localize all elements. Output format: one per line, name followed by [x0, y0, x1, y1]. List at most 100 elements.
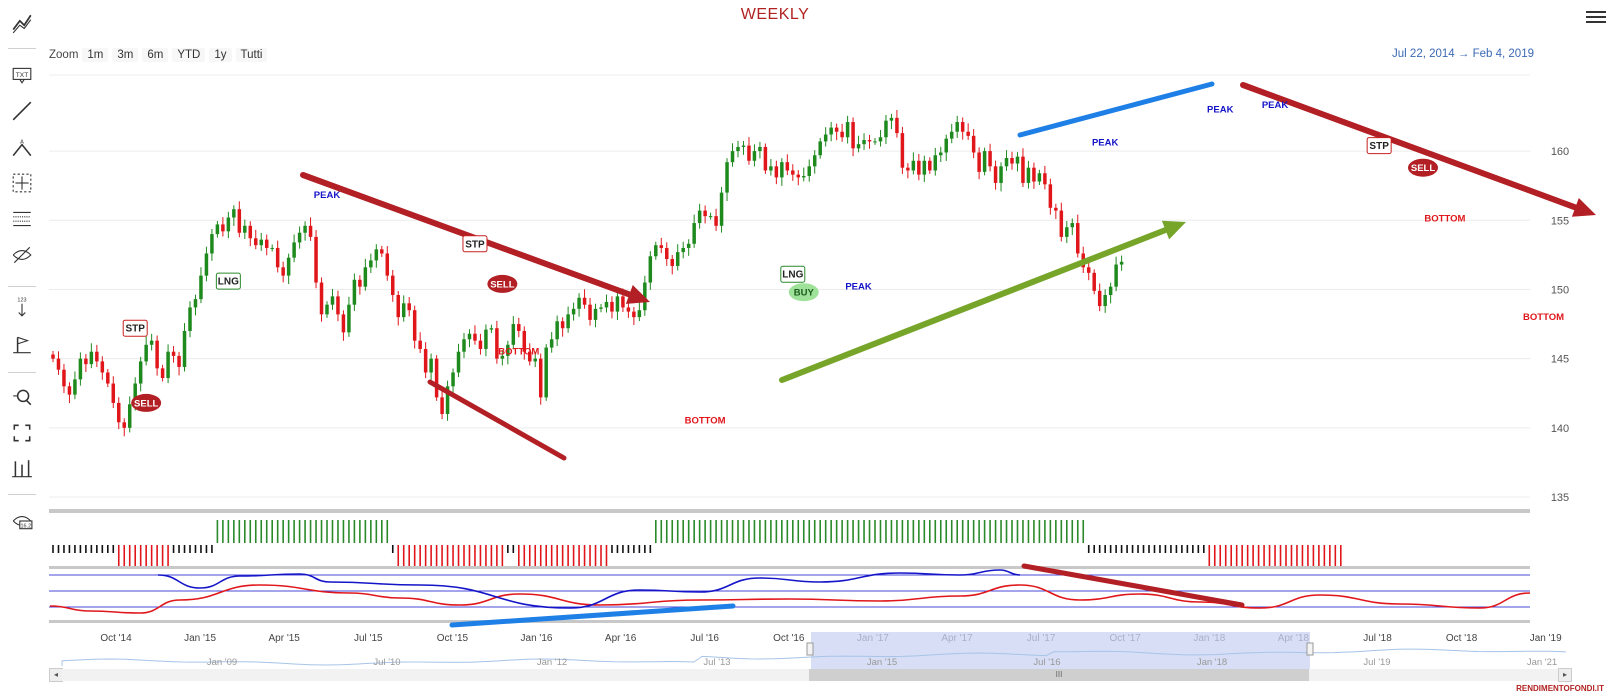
candle-body	[62, 369, 66, 387]
date-to[interactable]: Feb 4, 2019	[1472, 48, 1534, 60]
candle-body	[560, 321, 565, 329]
candle-body	[281, 267, 285, 276]
candle	[325, 301, 329, 318]
trend-icon[interactable]	[6, 8, 38, 38]
candle-body	[445, 386, 450, 414]
candle-body	[73, 379, 77, 395]
candle	[1043, 165, 1047, 190]
candle	[391, 269, 395, 302]
signal-annotations: STP SELL LNG PEAK STP SELL BOTTOM BOTTOM LNG BUY P…	[122, 100, 1564, 427]
text-annotation-icon[interactable]: TXT	[6, 60, 38, 90]
candle	[654, 241, 658, 260]
candle-body	[812, 155, 817, 167]
candle-body	[100, 361, 105, 373]
candle-body	[1097, 290, 1102, 307]
candle	[736, 140, 740, 158]
candle-body	[862, 140, 866, 145]
zoom-all-button[interactable]: Tutti	[235, 48, 268, 62]
candle-body	[736, 146, 740, 152]
fullscreen-icon[interactable]	[6, 418, 38, 448]
scroll-right-button[interactable]: ▸	[1558, 668, 1572, 682]
candle-body	[117, 402, 121, 423]
signal-peak-label: PEAK	[314, 190, 341, 201]
zoom-6m-button[interactable]: 6m	[142, 48, 169, 62]
zoom-ytd-button[interactable]: YTD	[172, 48, 206, 62]
hide-icon[interactable]	[6, 240, 38, 270]
candle-body	[906, 167, 910, 171]
x-tick-label: Oct '18	[1446, 633, 1478, 644]
navigator-handle-right	[1306, 642, 1314, 656]
candle-body	[56, 358, 61, 370]
candle	[966, 123, 970, 140]
toolbar-separator	[8, 494, 36, 495]
candle-body	[851, 122, 855, 149]
menu-icon[interactable]	[1586, 8, 1606, 26]
candle-body	[412, 310, 417, 341]
candle-body	[122, 422, 126, 428]
price-label-icon[interactable]: 16.2	[6, 506, 38, 536]
crosshair-icon[interactable]	[6, 168, 38, 198]
candle	[117, 397, 121, 430]
candle-body	[845, 122, 850, 138]
indicators-icon[interactable]	[6, 454, 38, 484]
candle-body	[171, 351, 176, 356]
candle-body	[133, 383, 137, 405]
candle	[264, 234, 269, 256]
candle	[188, 301, 192, 338]
candle	[1015, 152, 1020, 172]
candle-body	[89, 351, 94, 365]
signal-peak-label: PEAK	[845, 281, 872, 292]
flag-icon[interactable]	[6, 330, 38, 360]
candle	[374, 244, 379, 268]
candle	[708, 212, 713, 220]
candle	[336, 290, 340, 322]
zoom-3m-button[interactable]: 3m	[112, 48, 139, 62]
candle-body	[692, 223, 696, 244]
scrollbar-thumb[interactable]: III	[809, 669, 1309, 681]
candle	[440, 390, 444, 420]
candle-body	[577, 297, 581, 309]
zoom-1y-button[interactable]: 1y	[209, 48, 232, 62]
candle	[917, 154, 921, 181]
candle-body	[566, 314, 570, 329]
candle-body	[818, 141, 822, 156]
candle-body	[785, 162, 790, 171]
numbered-arrow-icon[interactable]: 123	[6, 292, 38, 322]
candle	[95, 344, 99, 368]
zoom-icon[interactable]	[6, 382, 38, 412]
candle	[451, 368, 455, 395]
blue-oscillator-trend-line	[449, 603, 736, 628]
candle-body	[144, 344, 148, 362]
zoom-label: Zoom	[49, 49, 79, 61]
date-range[interactable]: Jul 22, 2014 → Feb 4, 2019	[1392, 48, 1534, 60]
candle	[281, 261, 285, 283]
candle	[73, 371, 77, 400]
candle-body	[1026, 167, 1031, 183]
signal-flag-lng: LNG	[780, 265, 806, 283]
candle	[149, 333, 154, 351]
signal-label: SELL	[134, 398, 158, 409]
zoom-1m-button[interactable]: 1m	[82, 48, 109, 62]
candle	[626, 301, 631, 318]
date-from[interactable]: Jul 22, 2014	[1392, 48, 1455, 60]
scroll-left-button[interactable]: ◂	[49, 668, 63, 682]
candle	[484, 324, 488, 357]
candle-body	[993, 166, 998, 183]
candle-body	[418, 340, 422, 349]
candle-body	[889, 117, 894, 121]
candle-body	[774, 166, 779, 178]
candle	[588, 297, 592, 326]
candle-body	[621, 296, 625, 308]
candle-body	[1108, 286, 1113, 295]
line-icon[interactable]	[6, 96, 38, 126]
candle	[610, 296, 614, 319]
candle	[949, 123, 954, 144]
candle	[878, 129, 883, 147]
measure-icon[interactable]	[6, 204, 38, 234]
candle-body	[226, 217, 231, 232]
candle-body	[708, 216, 713, 218]
triangle-icon[interactable]: A	[6, 134, 38, 164]
candle-body	[1010, 158, 1014, 164]
x-tick-label: Jul '18	[1363, 633, 1392, 644]
candle	[549, 331, 554, 353]
